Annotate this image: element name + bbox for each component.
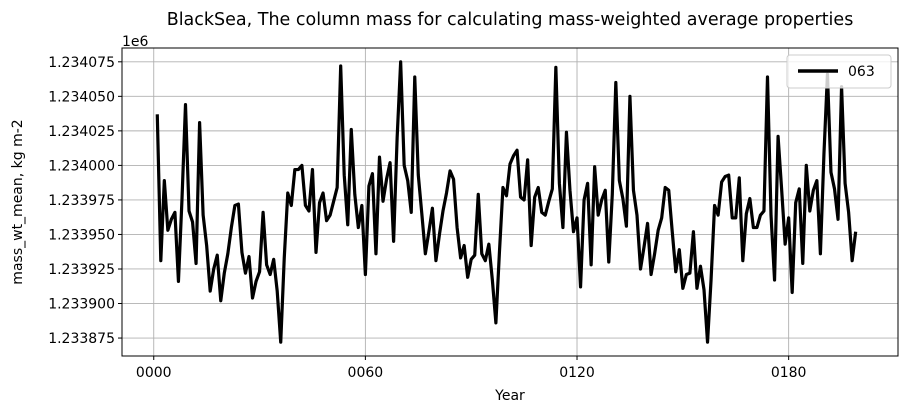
y-tick-label: 1.233875 [48,331,115,347]
y-tick-label: 1.233950 [48,227,115,243]
y-tick-label: 1.233975 [48,193,115,209]
x-tick-label: 0120 [559,365,595,381]
series-line-063 [155,60,858,344]
x-tick-label: 0000 [136,365,172,381]
y-tick-label: 1.233900 [48,297,115,313]
legend: 063 [786,54,892,89]
y-tick-label: 1.234025 [48,124,115,140]
x-tick-label: 0060 [348,365,384,381]
y-tick-label: 1.234050 [48,89,115,105]
grid [122,48,898,356]
legend-label: 063 [848,64,875,80]
y-tick-label: 1.234000 [48,158,115,174]
chart-title: BlackSea, The column mass for calculatin… [167,10,854,30]
y-tick-label: 1.233925 [48,262,115,278]
y-tick-label: 1.234075 [48,55,115,71]
x-tick-label: 0180 [771,365,807,381]
y-offset-label: 1e6 [122,34,149,50]
y-axis: 1.233875 1.233900 1.233925 1.233950 1.233975… [48,55,122,347]
y-axis-title: mass_wt_mean, kg m-2 [10,119,26,284]
x-axis-title: Year [494,388,525,404]
series-layer [155,60,858,344]
plot-frame [121,47,899,357]
x-axis: 0000 0060 0120 0180 [136,356,807,381]
legend-box [786,54,892,89]
